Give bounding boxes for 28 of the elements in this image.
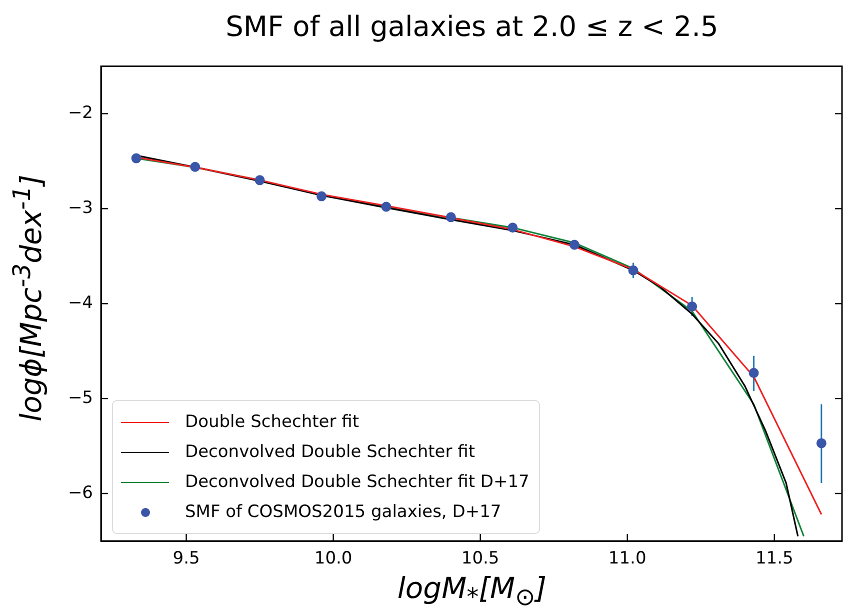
point [131,153,142,164]
x-tick-label: 10.0 [314,548,352,569]
point [254,175,265,186]
x-tick-label: 11.0 [608,548,646,569]
y-tick-label: −6 [68,482,93,503]
y-tick-label: −2 [68,103,93,124]
point [569,240,580,250]
point [748,368,759,378]
point [816,438,826,448]
legend-label: Deconvolved Double Schechter fit [185,442,475,462]
chart-title: SMF of all galaxies at 2.0 ≤ z < 2.5 [224,10,720,43]
point [628,265,638,276]
point [508,222,518,233]
y-tick-label: −4 [68,293,93,314]
x-tick-label: 9.5 [172,548,200,569]
point [190,162,200,172]
point [446,212,456,222]
point [316,191,327,202]
y-tick-label: −3 [68,198,93,218]
legend-label: Double Schechter fit [185,412,360,432]
legend-label: Deconvolved Double Schechter fit D+17 [185,472,530,492]
x-axis-title: logM$_{*}$[M$_{⊙}$] [396,571,548,611]
point [687,301,698,312]
y-tick-label: −5 [68,388,93,408]
x-tick-label: 10.5 [461,548,500,569]
point [381,202,392,212]
legend-label: SMF of COSMOS2015 galaxies, D+17 [185,502,502,522]
x-tick-label: 11.5 [755,548,794,569]
